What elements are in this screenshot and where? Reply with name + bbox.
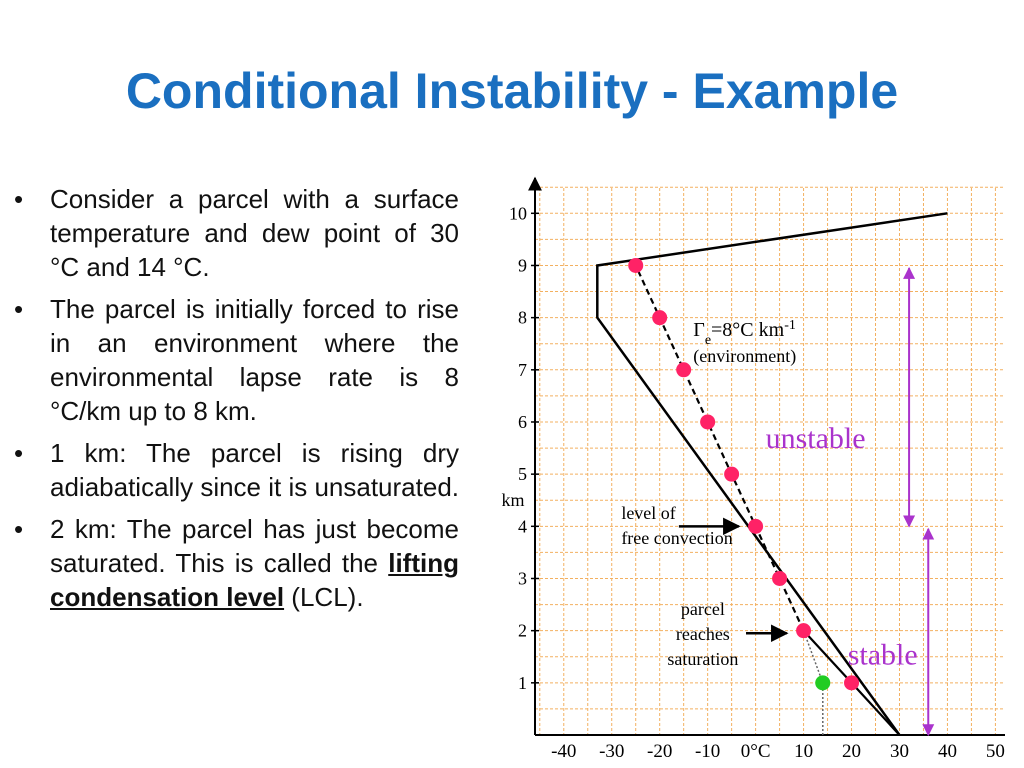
saturation-label: reaches	[676, 624, 730, 644]
y-tick-label: 10	[509, 203, 527, 223]
stable-label: stable	[848, 639, 918, 672]
x-tick-label: 20	[842, 741, 861, 762]
y-tick-label: 5	[518, 464, 527, 484]
y-tick-label: 7	[518, 360, 527, 380]
chart-series	[596, 212, 948, 736]
chart-grid	[535, 186, 1005, 735]
dewpoint-point	[815, 675, 831, 691]
y-tick-label: 1	[518, 673, 527, 693]
bullet-icon: •	[14, 438, 24, 468]
bullet-text: The parcel is initially forced to rise i…	[50, 294, 459, 426]
bullet-list: • Consider a parcel with a surface tempe…	[14, 182, 459, 622]
bullet-text-before: 2 km: The parcel has just become saturat…	[50, 514, 459, 578]
bullet-icon: •	[14, 294, 24, 324]
x-tick-label: -10	[695, 741, 720, 762]
bullet-text: Consider a parcel with a surface tempera…	[50, 184, 459, 282]
environment-label-sub: (environment)	[693, 346, 796, 367]
x-tick-label: 40	[938, 741, 957, 762]
bullet-item: • The parcel is initially forced to rise…	[14, 292, 459, 428]
y-tick-label: 4	[518, 516, 527, 536]
bullet-icon: •	[14, 184, 24, 214]
x-tick-label: -30	[599, 741, 624, 762]
parcel-point	[748, 518, 764, 534]
lfc-label: level of	[621, 503, 675, 523]
parcel-point	[628, 257, 644, 273]
y-tick-label: 8	[518, 308, 527, 328]
x-tick-label: 50	[986, 741, 1005, 762]
y-tick-label: 9	[518, 255, 527, 275]
parcel-point	[772, 570, 788, 586]
y-tick-label: 6	[518, 412, 527, 432]
parcel-path-moist	[634, 265, 805, 632]
parcel-point	[676, 362, 692, 378]
x-tick-label: -20	[647, 741, 672, 762]
slide-title: Conditional Instability - Example	[125, 63, 899, 119]
x-tick-label: 30	[890, 741, 909, 762]
bullet-item: • 1 km: The parcel is rising dry adiabat…	[14, 436, 459, 504]
environment-label: Γe=8°C km-1	[693, 317, 796, 347]
parcel-point	[844, 675, 860, 691]
parcel-point	[652, 310, 668, 326]
lfc-label: free convection	[621, 528, 732, 548]
parcel-point	[700, 414, 716, 430]
bullet-text: 1 km: The parcel is rising dry adiabatic…	[50, 438, 460, 502]
y-tick-label: 2	[518, 621, 527, 641]
unstable-label: unstable	[766, 422, 866, 455]
bullet-text-after: (LCL).	[284, 582, 364, 612]
saturation-label: saturation	[667, 649, 738, 669]
lcl-term: lifting condensation level	[50, 548, 459, 612]
x-tick-label: 10	[794, 741, 813, 762]
skew-t-chart: 1 2 3 4 5 6 7 8 9 10 km -40 -30 -20 -10 0°C 10 20 30 40 50 Γ…	[501, 176, 1005, 762]
x-tick-label: -40	[551, 741, 576, 762]
y-tick-label: 3	[518, 568, 527, 588]
chart-annotations: Γe=8°C km-1(environment) level of free con…	[621, 266, 935, 737]
parcel-point	[796, 623, 812, 639]
bullet-icon: •	[14, 514, 24, 544]
bullet-item: • 2 km: The parcel has just become satur…	[14, 512, 459, 614]
saturation-label: parcel	[681, 599, 725, 619]
bullet-item: • Consider a parcel with a surface tempe…	[14, 182, 459, 284]
x-tick-label: 0°C	[741, 741, 771, 762]
y-axis-label: km	[501, 490, 524, 510]
parcel-point	[724, 466, 740, 482]
